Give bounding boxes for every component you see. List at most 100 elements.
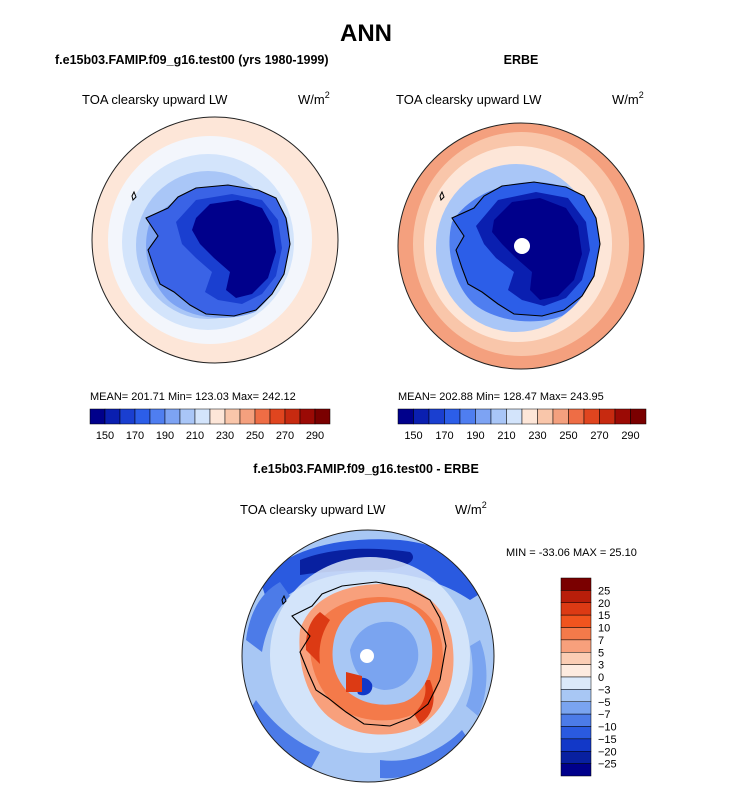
colorbar-swatch [506,408,523,425]
colorbar-swatch [314,408,331,425]
panel-model-variable: TOA clearsky upward LW [82,92,228,107]
colorbar-label: 270 [276,430,294,442]
pole-missing-data [360,649,374,663]
colorbar-swatch [537,408,554,425]
panel-obs-units: W/m2 [612,90,644,107]
colorbar-swatch [299,408,316,425]
colorbar-label: 150 [96,430,114,442]
panel-model-units: W/m2 [298,90,330,107]
colorbar-swatch [209,408,226,425]
panel-model-boundary [91,116,339,364]
page-title: ANN [340,20,392,47]
panel-obs-stats: MEAN= 202.88 Min= 128.47 Max= 243.95 [398,391,604,403]
colorbar-swatch [560,664,592,678]
colorbar-label: 10 [598,623,610,635]
colorbar-swatch [397,408,414,425]
panel-model: f.e15b03.FAMIP.f09_g16.test00 (yrs 1980-… [55,53,339,442]
colorbar-label: 290 [621,430,639,442]
colorbar-swatch [149,408,166,425]
pos-interior-spot [346,672,362,692]
colorbar-swatch [104,408,121,425]
neg-blob-east [466,640,487,716]
coastline [291,581,447,727]
neg-blob-south [380,730,470,779]
colorbar-swatch [475,408,492,425]
colorbar-swatch [583,408,600,425]
colorbar-swatch [269,408,286,425]
colorbar-swatch [89,408,106,425]
panel-diff-map [242,530,494,782]
colorbar-label: 5 [598,647,604,659]
colorbar-swatch [560,602,592,616]
coastline [145,184,291,317]
colorbar-swatch [179,408,196,425]
colorbar-label: 20 [598,598,610,610]
colorbar-swatch [284,408,301,425]
colorbar-swatch [560,639,592,653]
colorbar-label: 250 [246,430,264,442]
panel-obs: ERBE TOA clearsky upward LW W/m2 MEAN= 2… [396,53,647,442]
panel-model-map [92,117,338,363]
colorbar-swatch [560,614,592,628]
neg-interior-core [350,621,419,690]
colorbar-label: 0 [598,672,604,684]
colorbar-swatch [521,408,538,425]
colorbar-label: 170 [435,430,453,442]
colorbar-swatch [239,408,256,425]
colorbar-label: 15 [598,610,610,622]
colorbar-label: 25 [598,585,610,597]
colorbar-swatch [444,408,461,425]
panel-model-stats: MEAN= 201.71 Min= 123.03 Max= 242.12 [90,391,296,403]
colorbar-swatch [599,408,616,425]
colorbar-swatch [568,408,585,425]
colorbar-swatch [459,408,476,425]
colorbar-swatch [560,652,592,665]
pole-missing-data [514,238,530,254]
colorbar-label: −10 [598,722,617,734]
neg-blob-west [246,582,290,652]
south-america-tip [439,190,445,201]
panel-obs-variable: TOA clearsky upward LW [396,92,542,107]
colorbar-swatch [490,408,507,425]
colorbar-label: 230 [528,430,546,442]
panel-obs-title: ERBE [504,53,539,67]
colorbar-swatch [560,689,592,702]
colorbar-swatch [560,763,592,777]
panel-obs-map [398,123,644,369]
colorbar-swatch [560,726,592,740]
colorbar-label: 230 [216,430,234,442]
colorbar-label: 190 [156,430,174,442]
coastline [451,181,601,317]
colorbar-label: −15 [598,734,617,746]
south-america-tip [131,190,137,201]
neg-blob-sw [246,700,320,770]
colorbar-swatch [560,751,592,764]
colorbar-swatch [560,627,592,641]
colorbar-swatch [560,590,592,603]
colorbar-swatch [560,577,592,591]
colorbar-swatch [428,408,445,425]
colorbar-swatch [560,713,592,727]
colorbar-label: −5 [598,697,611,709]
colorbar-label: −7 [598,709,611,721]
colorbar-swatch [560,676,592,690]
panel-diff-boundary [241,529,495,783]
colorbar-swatch [560,738,592,752]
colorbar-swatch [552,408,569,425]
panel-obs-boundary [397,122,645,370]
colorbar-swatch [119,408,136,425]
panel-diff: f.e15b03.FAMIP.f09_g16.test00 - ERBE TOA… [240,462,637,783]
colorbar-swatch [164,408,181,425]
pos-peninsula [305,612,330,664]
colorbar-obs: 150 170 190 210 230 250 270 290 [397,408,647,442]
zone-plateau [192,200,276,298]
colorbar-label: 3 [598,660,604,672]
colorbar-label: 270 [590,430,608,442]
zone-plateau [492,198,582,300]
colorbar-label: −3 [598,684,611,696]
panel-diff-units: W/m2 [455,500,487,517]
colorbar-label: 150 [404,430,422,442]
colorbar-label: −20 [598,746,617,758]
